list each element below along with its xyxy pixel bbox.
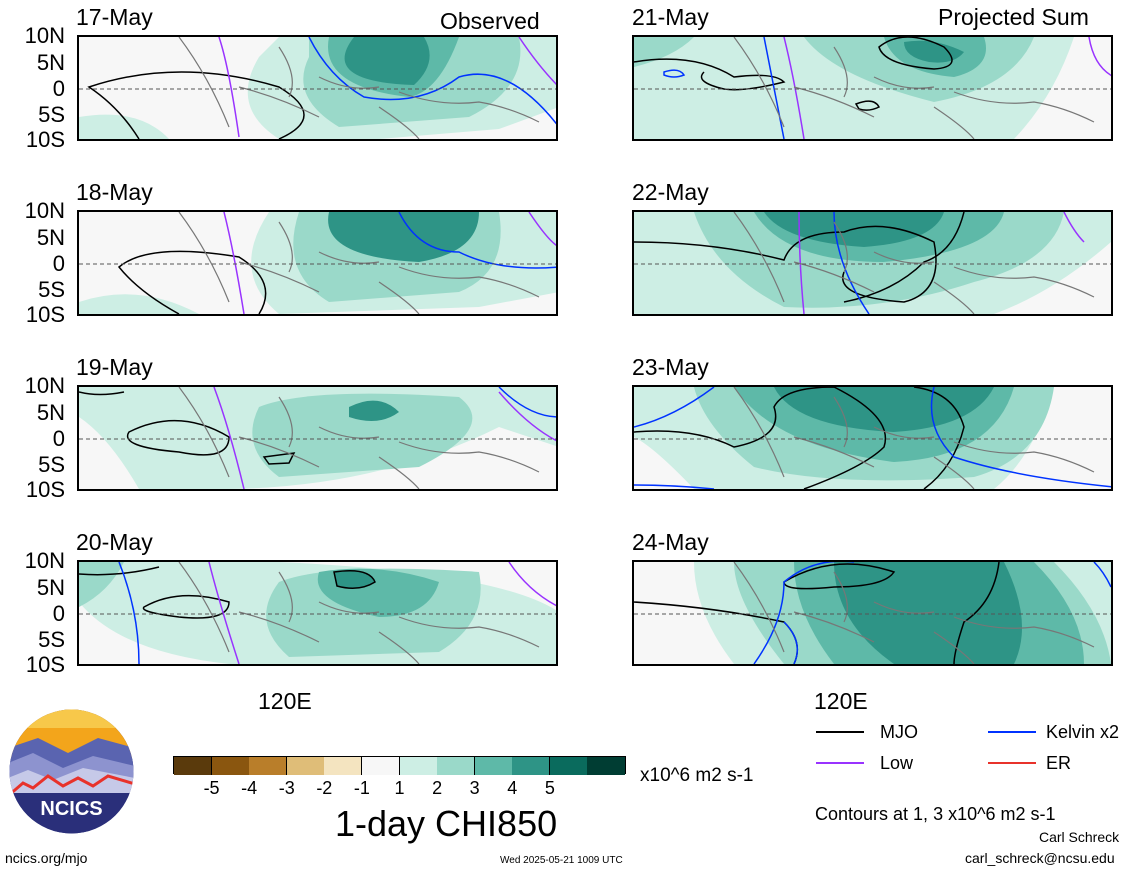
colorbar-swatch xyxy=(587,757,626,775)
colorbar-tick-label: 5 xyxy=(544,778,555,798)
low-legend-label: Low xyxy=(880,753,914,773)
colorbar-swatch xyxy=(324,757,363,775)
lat-label-5s: 5S xyxy=(38,627,65,652)
colorbar-swatch xyxy=(286,757,325,775)
colorbar-ticks: -5 -4 -3 -2 -1 1 2 3 4 5 xyxy=(173,778,626,800)
kelvin-legend-line xyxy=(988,731,1036,733)
panel-date: 23-May xyxy=(632,354,709,380)
lat-label-eq: 0 xyxy=(52,601,65,626)
colorbar-swatch xyxy=(249,757,288,775)
contours-note: Contours at 1, 3 x10^6 m2 s-1 xyxy=(815,804,1056,824)
map-panel xyxy=(632,560,1113,666)
lat-label-5s: 5S xyxy=(38,277,65,302)
map-panel xyxy=(632,385,1113,491)
panel-date: 18-May xyxy=(76,179,153,205)
colorbar-tick-label: -3 xyxy=(278,778,295,798)
lon-label: 120E xyxy=(258,688,312,714)
lat-label-5s: 5S xyxy=(38,102,65,127)
kelvin-legend-label: Kelvin x2 xyxy=(1046,722,1120,742)
lon-label: 120E xyxy=(814,688,868,714)
colorbar-tick-label: -5 xyxy=(203,778,220,798)
lat-label-10s: 10S xyxy=(25,477,65,502)
panel-date: 24-May xyxy=(632,529,709,555)
colorbar-swatch xyxy=(361,757,400,775)
lat-label-5n: 5N xyxy=(36,225,65,250)
lat-label-eq: 0 xyxy=(52,76,65,101)
ncics-logo: NCICS xyxy=(8,708,135,835)
mjo-legend-label: MJO xyxy=(880,722,918,742)
colorbar-swatch xyxy=(512,757,551,775)
map-panel xyxy=(77,210,558,316)
colorbar-tick-label: 1 xyxy=(394,778,405,798)
lat-label-5n: 5N xyxy=(36,400,65,425)
panel-date: 22-May xyxy=(632,179,709,205)
lat-label-10n: 10N xyxy=(24,198,65,223)
panel-type-label: Projected Sum xyxy=(938,4,1089,30)
logo-text: NCICS xyxy=(40,798,102,820)
mjo-legend-line xyxy=(816,731,864,733)
map-panel xyxy=(77,35,558,141)
colorbar-units: x10^6 m2 s-1 xyxy=(640,765,754,786)
panel-date: 19-May xyxy=(76,354,153,380)
map-panel xyxy=(77,560,558,666)
lat-label-10s: 10S xyxy=(25,302,65,327)
lat-label-5n: 5N xyxy=(36,575,65,600)
colorbar-swatch xyxy=(474,757,513,775)
chart-title: 1-day CHI850 xyxy=(335,803,558,844)
map-panel xyxy=(77,385,558,491)
colorbar-tick-label: -1 xyxy=(353,778,370,798)
colorbar-swatch xyxy=(549,757,588,775)
panel-date: 21-May xyxy=(632,4,709,30)
lat-label-10n: 10N xyxy=(24,373,65,398)
colorbar-swatch xyxy=(211,757,250,775)
er-legend-label: ER xyxy=(1046,753,1072,773)
map-panel xyxy=(632,35,1113,141)
author-email[interactable]: carl_schreck@ncsu.edu xyxy=(965,850,1115,866)
lat-label-10n: 10N xyxy=(24,23,65,48)
panel-date: 20-May xyxy=(76,529,153,555)
low-legend-line xyxy=(816,762,864,764)
panel-type-label: Observed xyxy=(440,8,540,34)
site-link[interactable]: ncics.org/mjo xyxy=(5,850,88,866)
colorbar-tick-label: -2 xyxy=(316,778,333,798)
colorbar-swatch xyxy=(399,757,438,775)
er-legend-line xyxy=(988,762,1036,764)
lat-label-10n: 10N xyxy=(24,548,65,573)
lat-label-10s: 10S xyxy=(25,652,65,677)
colorbar-swatch xyxy=(174,757,213,775)
author-name: Carl Schreck xyxy=(1039,829,1120,845)
lat-label-5n: 5N xyxy=(36,50,65,75)
colorbar-tick-label: -4 xyxy=(241,778,258,798)
lat-label-5s: 5S xyxy=(38,452,65,477)
lat-label-10s: 10S xyxy=(25,127,65,152)
timestamp: Wed 2025-05-21 1009 UTC xyxy=(500,855,623,866)
panel-date: 17-May xyxy=(76,4,153,30)
lat-label-eq: 0 xyxy=(52,251,65,276)
map-panel xyxy=(632,210,1113,316)
colorbar-swatch xyxy=(437,757,476,775)
colorbar-tick-label: 3 xyxy=(469,778,480,798)
colorbar xyxy=(173,756,626,775)
colorbar-tick-label: 4 xyxy=(507,778,518,798)
lat-label-eq: 0 xyxy=(52,426,65,451)
colorbar-tick-label: 2 xyxy=(432,778,443,798)
